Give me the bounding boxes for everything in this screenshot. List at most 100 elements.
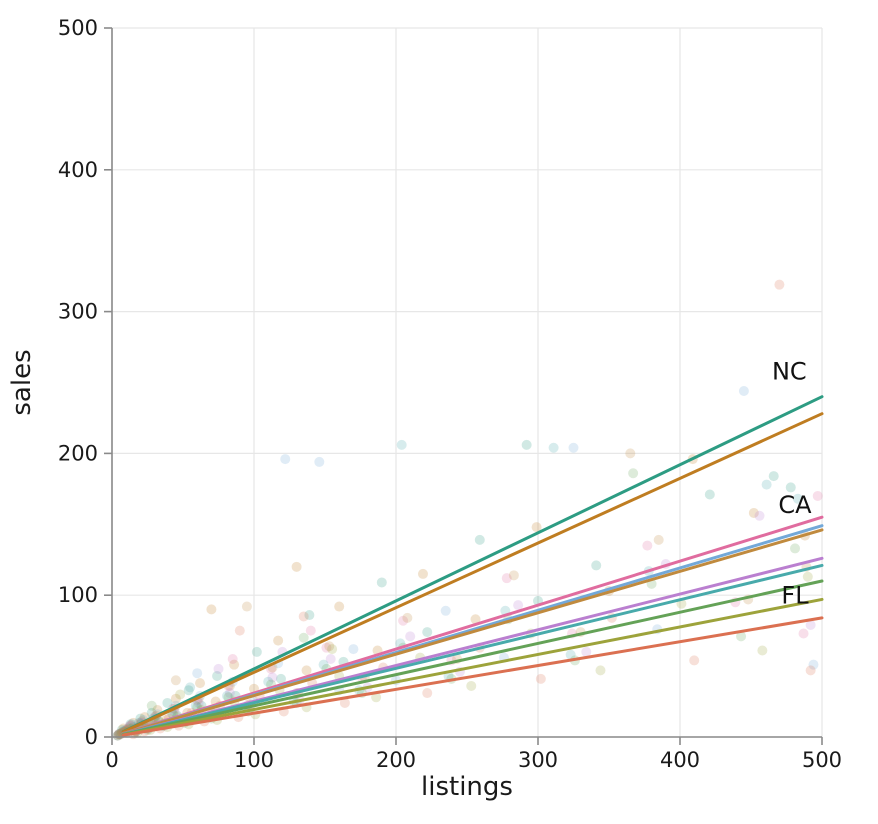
trend-line [121, 579, 824, 737]
scatter-point [304, 610, 315, 621]
scatter-point [324, 641, 335, 652]
scatter-point [628, 468, 639, 479]
scatter-point [224, 688, 235, 699]
scatter-point [170, 675, 181, 686]
scatter-point [790, 543, 801, 554]
scatter-point [470, 614, 481, 625]
y-tick-label: 400 [58, 158, 98, 182]
scatter-point [761, 479, 772, 490]
scatter-point [422, 627, 433, 638]
y-tick-label: 200 [58, 441, 98, 465]
scatter-point [396, 439, 407, 450]
scatter-point [321, 642, 332, 653]
scatter-point [565, 649, 576, 660]
y-tick-label: 100 [58, 583, 98, 607]
y-tick-label: 500 [58, 16, 98, 40]
scatter-point [234, 625, 245, 636]
scatter-point [192, 668, 203, 679]
scatter-point [792, 493, 803, 504]
scatter-point [301, 665, 312, 676]
scatter-point [689, 655, 700, 666]
scatter-point [213, 663, 224, 674]
trend-line-fl [121, 597, 824, 737]
trend-line-nc [121, 395, 824, 734]
scatter-point [339, 697, 350, 708]
scatter-point [334, 601, 345, 612]
scatter-point [348, 644, 359, 655]
scatter-point [146, 700, 157, 711]
scatter-point [405, 631, 416, 642]
scatter-point [513, 600, 524, 611]
scatter-point [501, 573, 512, 584]
scatter-point [206, 604, 217, 615]
scatter-point [581, 646, 592, 657]
scatter-point [757, 645, 768, 656]
x-tick-label: 400 [660, 748, 700, 772]
scatter-point [774, 279, 785, 290]
scatter-point [531, 522, 542, 533]
scatter-point [280, 454, 291, 465]
scatter-point [812, 490, 823, 501]
scatter-point [398, 615, 409, 626]
x-tick-label: 100 [234, 748, 274, 772]
scatter-point [298, 611, 309, 622]
scatter-point [653, 534, 664, 545]
annotation-label-fl: FL [781, 582, 809, 610]
scatter-point [185, 682, 196, 693]
scatter-point [466, 680, 477, 691]
scatter-point [195, 678, 206, 689]
scatter-point [298, 632, 309, 643]
trend-line [121, 563, 824, 736]
y-tick-label: 300 [58, 300, 98, 324]
scatter-point [422, 688, 433, 699]
x-tick-label: 300 [518, 748, 558, 772]
scatter-point [474, 534, 485, 545]
scatter-point [183, 685, 194, 696]
scatter-point [273, 635, 284, 646]
scatter-point [508, 570, 519, 581]
scatter-point [193, 697, 204, 708]
y-axis-label: sales [7, 349, 37, 415]
scatter-point [808, 659, 819, 670]
scatter-point [376, 577, 387, 588]
x-axis-label: listings [421, 772, 513, 802]
scatter-point [748, 507, 759, 518]
scatter-point [371, 692, 382, 703]
scatter-point [798, 628, 809, 639]
scatter-point [241, 601, 252, 612]
scatter-point [535, 673, 546, 684]
trend-line [121, 616, 824, 737]
scatter-point [227, 654, 238, 665]
scatter-point [768, 471, 779, 482]
scatter-point [112, 730, 123, 741]
scatter-point [275, 673, 286, 684]
scatter-point [805, 619, 816, 630]
annotation-label-nc: NC [772, 358, 807, 386]
scatter-point [318, 659, 329, 670]
x-tick-label: 0 [105, 748, 118, 772]
scatter-point [325, 654, 336, 665]
scatter-point [305, 625, 316, 636]
scatter-point [162, 697, 173, 708]
scatter-point [805, 665, 816, 676]
scatter-point [642, 540, 653, 551]
scatter-point [190, 700, 201, 711]
scatter-point [212, 671, 223, 682]
scatter-point [568, 442, 579, 453]
trend-line [121, 528, 824, 736]
scatter-point [314, 456, 325, 467]
scatter-point [112, 730, 123, 741]
scatter-point [595, 665, 606, 676]
scatter-point [591, 560, 602, 571]
scatter-point [521, 439, 532, 450]
scatter-point [291, 561, 302, 572]
scatter-point [112, 730, 123, 741]
scatter-point [802, 571, 813, 582]
scatter-point [548, 442, 559, 453]
scatter-point [417, 568, 428, 579]
scatter-point [402, 612, 413, 623]
scatter-point [625, 448, 636, 459]
scatter-point [704, 489, 715, 500]
